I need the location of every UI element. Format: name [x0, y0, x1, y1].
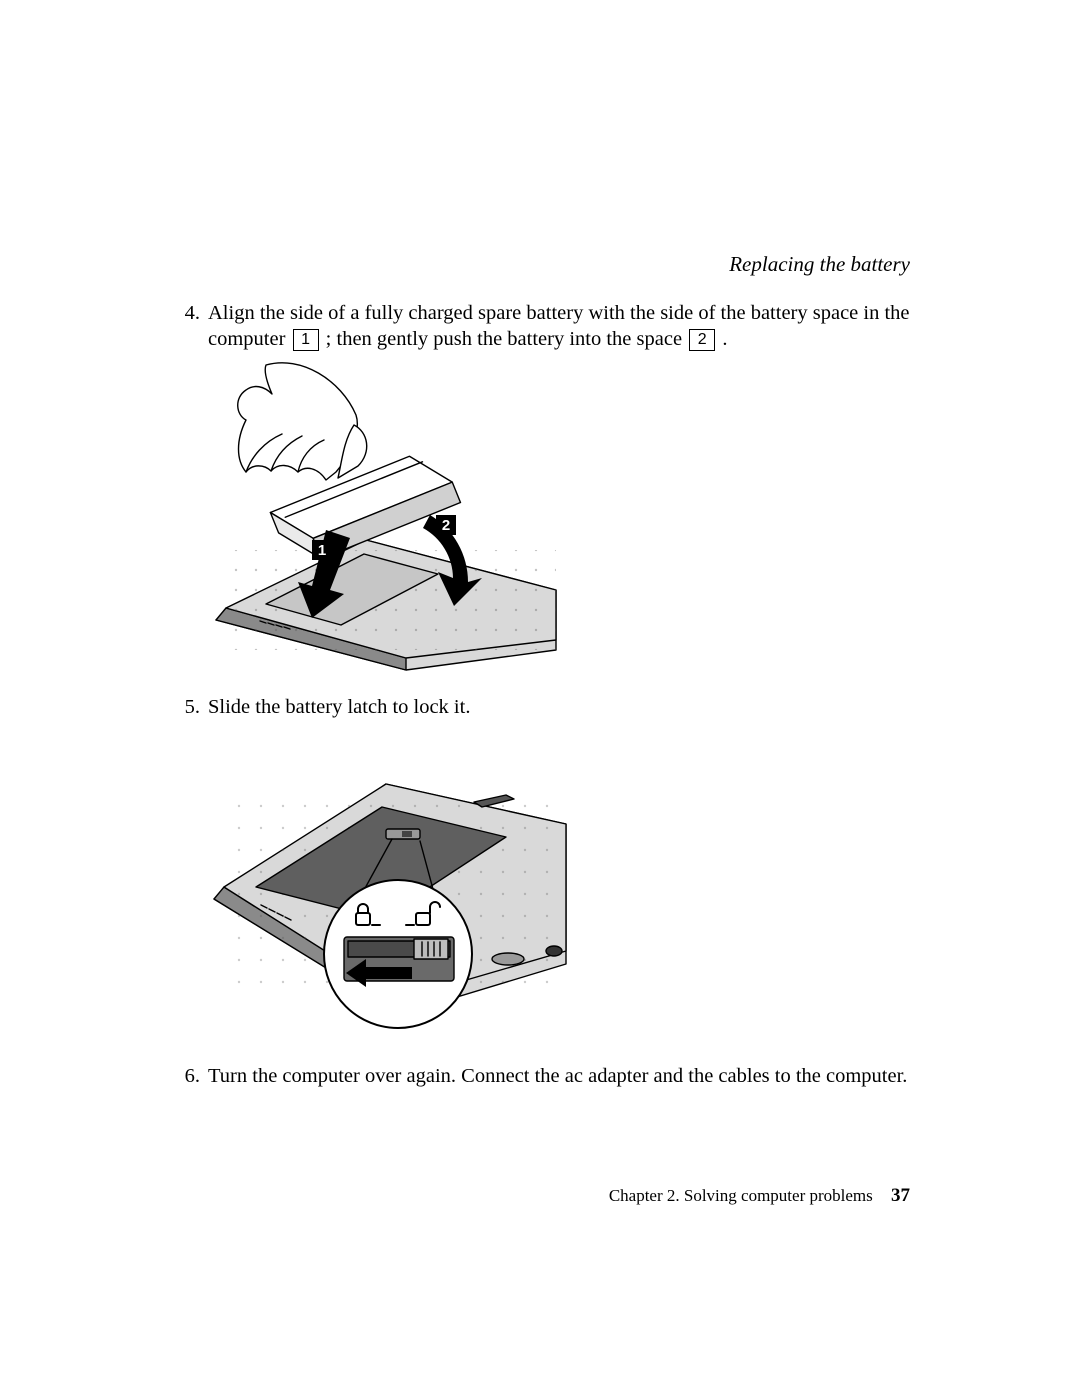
callout-box-2: 2	[689, 329, 715, 351]
step-text: Turn the computer over again. Connect th…	[208, 1063, 910, 1089]
step-text: Slide the battery latch to lock it.	[208, 694, 910, 720]
step-text-part: .	[722, 328, 727, 350]
figure-2-svg	[206, 729, 576, 1049]
manual-page: Replacing the battery 4. Align the side …	[0, 0, 1080, 1397]
callout-1: 1	[312, 540, 332, 560]
svg-text:2: 2	[442, 517, 450, 534]
step-number: 6.	[170, 1063, 208, 1089]
callout-box-1: 1	[293, 329, 319, 351]
step-text: Align the side of a fully charged spare …	[208, 300, 910, 352]
step-number: 5.	[170, 694, 208, 720]
step-4: 4. Align the side of a fully charged spa…	[170, 300, 910, 352]
page-number: 37	[891, 1185, 910, 1206]
step-text-part: ; then gently push the battery into the …	[326, 328, 688, 350]
chapter-label: Chapter 2. Solving computer problems	[609, 1186, 873, 1205]
svg-text:1: 1	[318, 542, 326, 559]
step-number: 4.	[170, 300, 208, 352]
step-6: 6. Turn the computer over again. Connect…	[170, 1063, 910, 1089]
page-footer: Chapter 2. Solving computer problems 37	[609, 1185, 910, 1207]
figure-latch-lock	[206, 729, 910, 1049]
step-list: 4. Align the side of a fully charged spa…	[170, 300, 910, 1089]
figure-1-svg: 1 2	[206, 360, 566, 680]
callout-2: 2	[436, 515, 456, 535]
step-5: 5. Slide the battery latch to lock it.	[170, 694, 910, 720]
figure-insert-battery: 1 2	[206, 360, 910, 680]
running-header: Replacing the battery	[729, 252, 910, 277]
